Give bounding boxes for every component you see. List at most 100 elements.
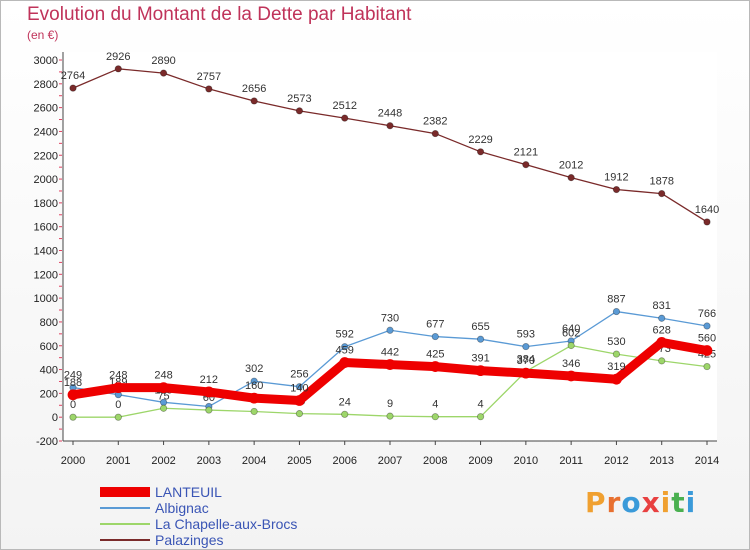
data-point [295,107,304,115]
data-point [565,370,577,382]
data-point [522,161,530,169]
data-label: 1912 [604,172,628,184]
data-label: 248 [109,370,127,382]
data-point [431,129,439,138]
data-point [567,341,575,350]
x-tick-label: 2002 [151,455,175,467]
data-point [294,395,305,406]
data-point [431,413,439,421]
data-label: 346 [562,358,580,370]
legend-swatch-lanteuil [100,487,150,497]
y-tick-label: 200 [40,388,58,400]
data-label: 831 [653,300,671,312]
data-label: 0 [70,399,76,411]
logo-letter: x [641,486,661,519]
data-label: 319 [607,361,625,373]
x-tick-label: 2006 [332,455,356,467]
data-point [703,218,711,226]
data-label: 160 [245,380,263,392]
data-point [386,412,394,420]
data-label: 1878 [649,176,673,188]
data-label: 256 [290,369,308,381]
data-point [656,337,668,348]
logo-letter: t [671,486,686,519]
data-point [250,407,258,416]
data-point [112,382,124,394]
data-label: 140 [290,383,308,395]
data-label: 2512 [332,100,356,112]
x-tick-label: 2010 [514,455,538,467]
data-label: 188 [64,377,82,389]
data-label: 677 [426,319,444,331]
data-label: 249 [64,370,82,382]
data-point [114,413,122,421]
data-point [341,410,349,418]
data-label: 425 [426,349,444,361]
data-label: 602 [562,328,580,340]
data-point [567,174,575,182]
legend-swatch-palazinges [100,539,150,541]
y-tick-label: 2600 [34,103,58,115]
data-label: 2448 [378,108,402,120]
data-label: 302 [245,363,263,375]
data-point [520,367,532,379]
legend-label: Palazinges [155,532,224,548]
data-point [250,377,258,385]
data-point [341,114,349,122]
y-tick-label: 2000 [34,174,58,186]
y-tick-label: -200 [36,436,58,448]
data-point [203,386,215,398]
data-point [69,84,77,92]
y-tick-label: 2200 [34,150,58,162]
data-point [158,382,169,394]
data-point [386,326,394,334]
data-point [205,85,213,93]
x-tick-label: 2014 [695,455,719,467]
chart-subtitle: (en €) [27,28,59,42]
legend-swatch-la-chapelle [100,523,150,525]
data-label: 248 [154,370,172,382]
logo-letter: P [585,486,607,519]
logo-letter: o [621,486,642,519]
y-tick-label: 400 [40,365,58,377]
data-label: 370 [517,355,535,367]
y-tick-label: 800 [40,317,58,329]
data-label: 9 [387,398,393,410]
x-tick-label: 2003 [197,455,221,467]
y-tick-label: 1400 [34,246,58,258]
data-label: 442 [381,347,399,359]
data-label: 4 [478,399,484,411]
y-tick-label: 1200 [34,269,58,281]
y-tick-label: 600 [40,341,58,353]
y-tick-label: 3000 [34,55,58,67]
x-tick-label: 2007 [378,455,402,467]
x-tick-label: 2005 [287,455,311,467]
data-label: 655 [471,321,489,333]
y-tick-label: 2400 [34,126,58,138]
data-point [339,357,351,368]
data-point [611,373,622,385]
data-point [205,406,213,414]
legend-label: Albignac [155,500,209,516]
data-point [431,332,439,341]
data-label: 459 [336,345,354,357]
data-label: 4 [432,399,438,411]
data-point [703,322,711,330]
data-label: 2890 [151,55,175,67]
data-point [612,350,621,358]
data-label: 1640 [695,204,719,216]
data-label: 2757 [197,71,221,83]
data-point [114,65,122,73]
data-label: 2573 [287,93,311,105]
data-point [341,343,349,351]
logo-letter: i [660,486,672,519]
data-point [476,335,485,343]
data-label: 593 [517,329,535,341]
data-point [159,404,168,412]
data-point [476,413,485,421]
y-tick-label: 2800 [34,79,58,91]
x-tick-label: 2009 [468,455,492,467]
y-tick-label: 1000 [34,293,58,305]
data-point [612,307,621,316]
data-label: 766 [698,308,716,320]
